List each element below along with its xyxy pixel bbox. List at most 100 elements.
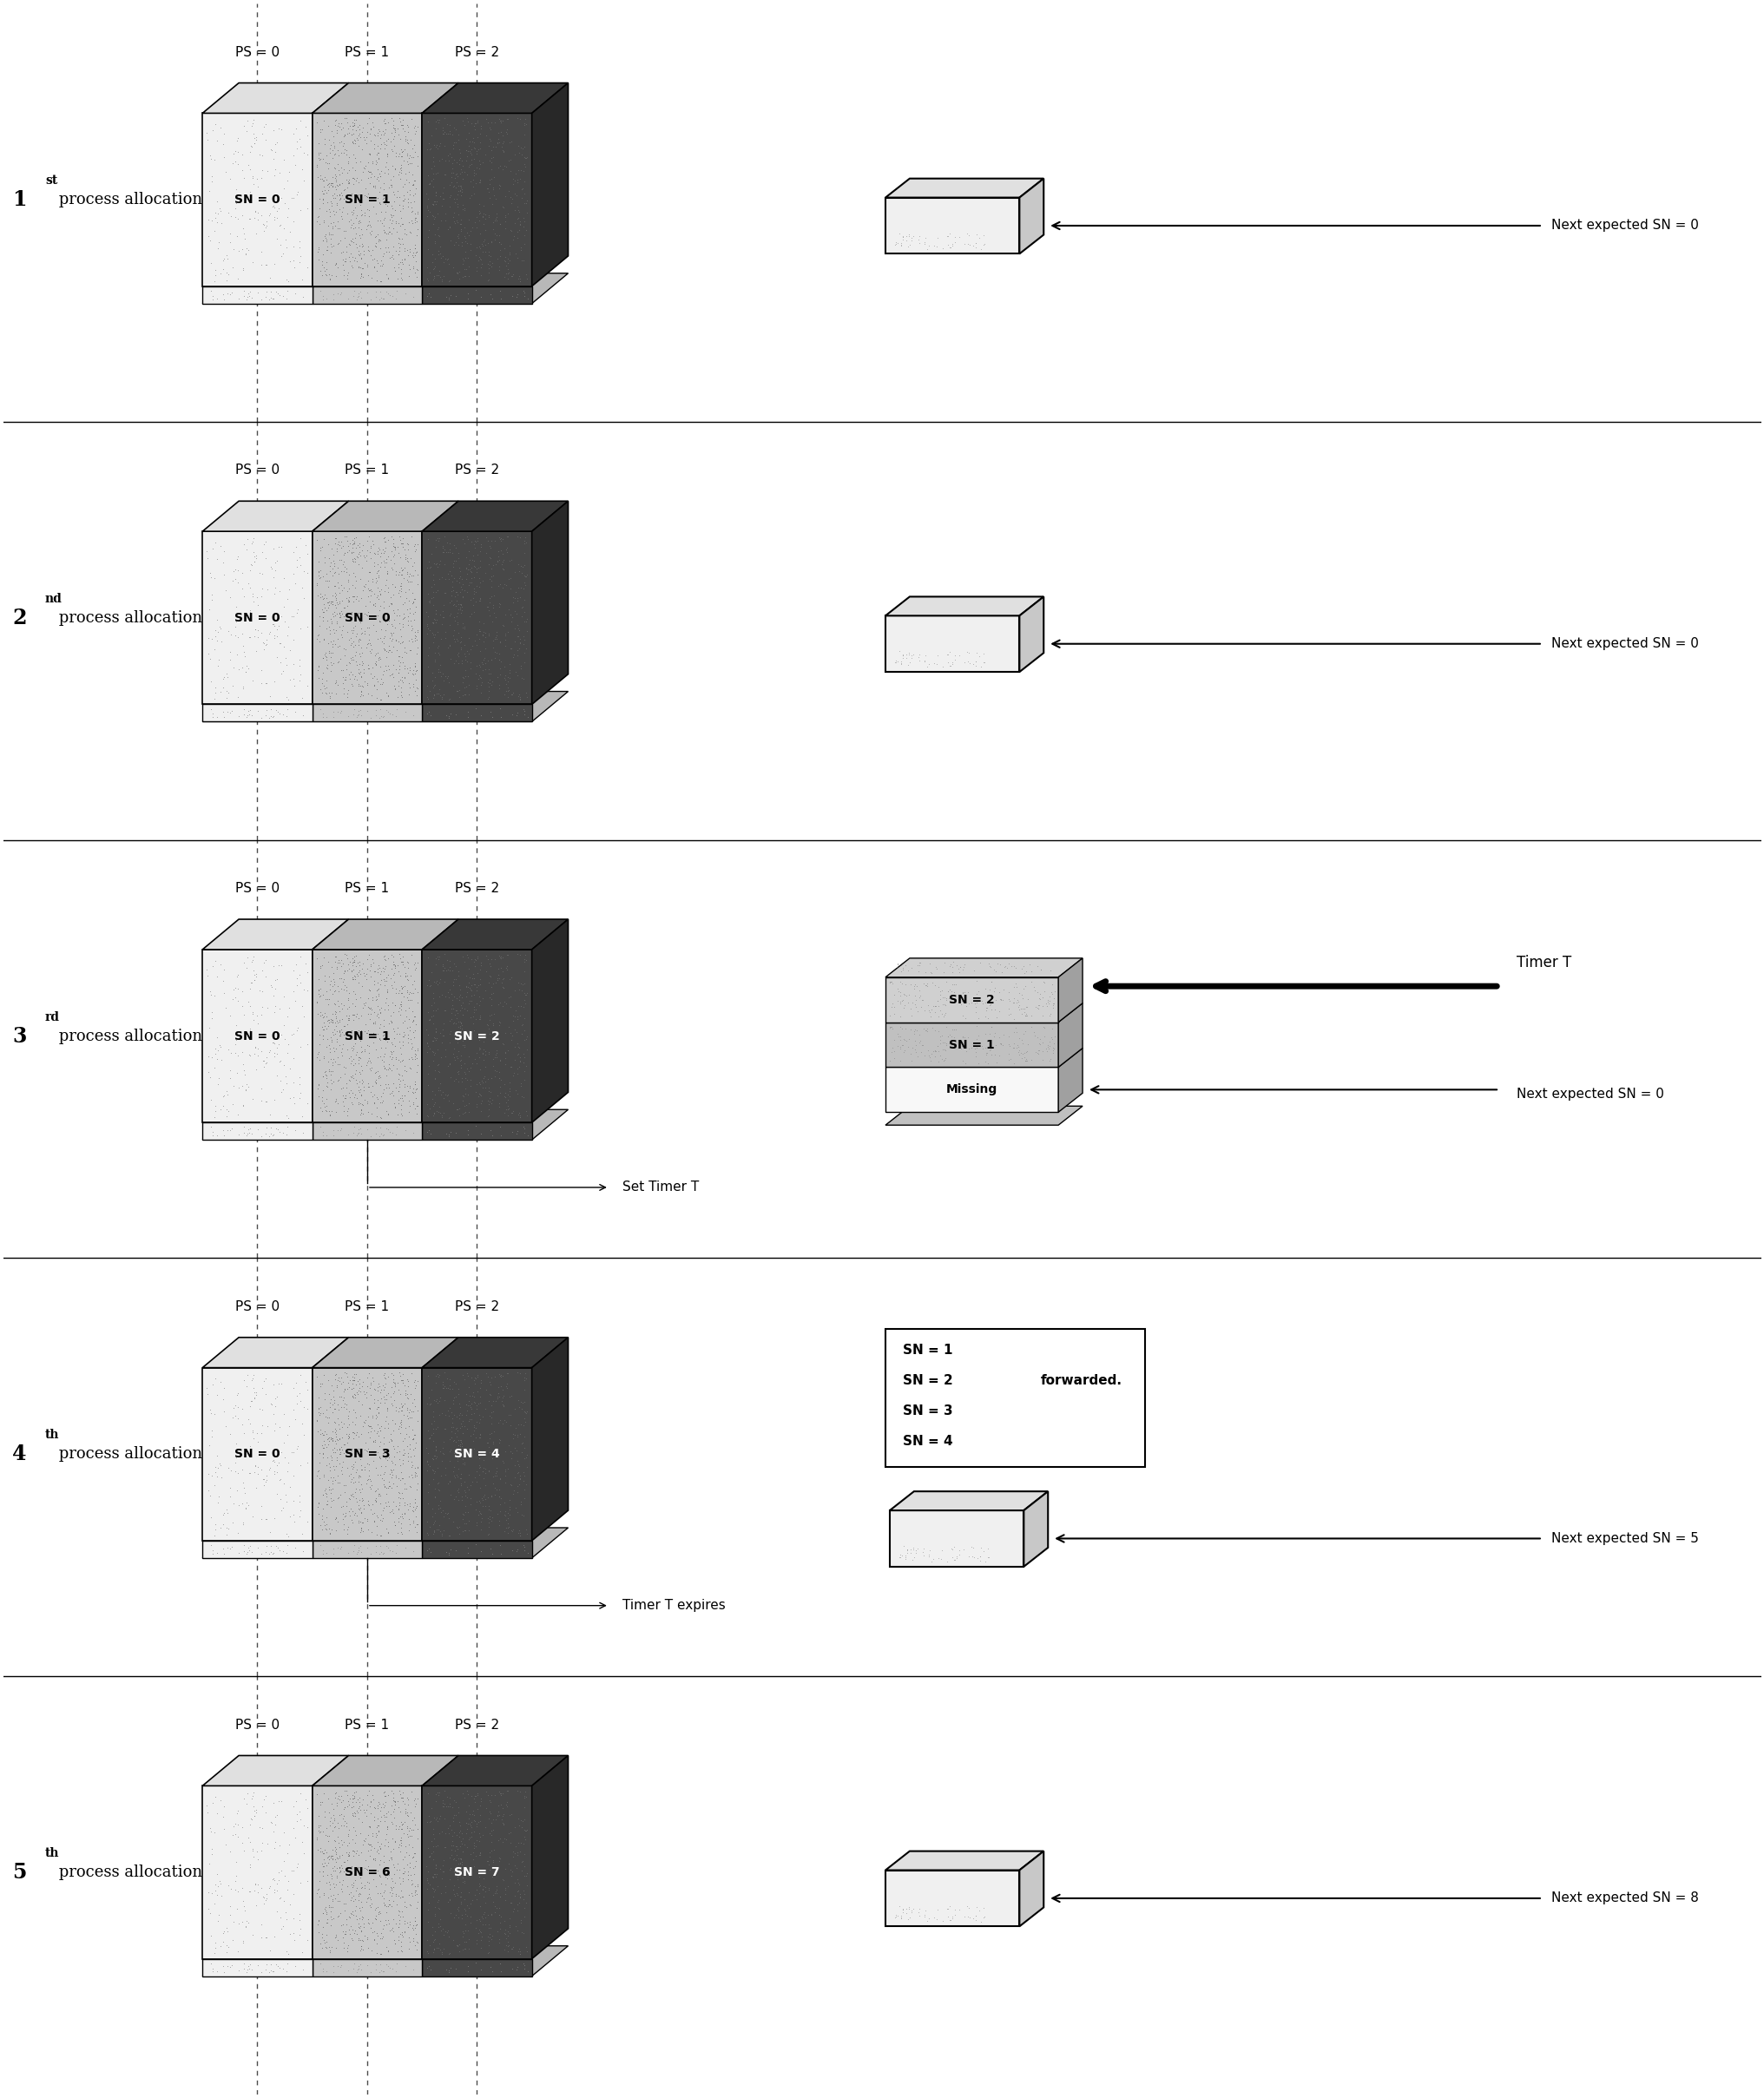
Point (460, 1397, 489, 1431)
Polygon shape (312, 501, 459, 531)
Point (256, 197, 284, 231)
Point (475, 673, 503, 707)
Point (467, 699, 496, 732)
Point (348, 1116, 376, 1150)
Point (894, 218, 923, 252)
Point (429, 1372, 457, 1406)
Point (342, 1836, 370, 1869)
Point (273, 619, 302, 652)
Point (383, 141, 411, 174)
Point (453, 134, 482, 168)
Point (466, 1825, 494, 1859)
Point (494, 256, 522, 290)
Point (455, 1855, 483, 1888)
Point (457, 143, 485, 176)
Point (506, 556, 534, 590)
Point (342, 1066, 370, 1099)
Point (309, 1897, 337, 1930)
Text: process allocation: process allocation (53, 191, 203, 208)
Point (337, 955, 365, 988)
Point (377, 1534, 406, 1567)
Point (363, 1836, 392, 1869)
Point (369, 1855, 397, 1888)
Point (436, 950, 464, 984)
Point (393, 1863, 422, 1897)
Point (242, 1794, 270, 1827)
Point (325, 183, 353, 216)
Point (339, 1364, 367, 1397)
Point (908, 967, 937, 1001)
Point (933, 1544, 961, 1578)
Point (452, 552, 480, 585)
Point (362, 648, 390, 682)
Point (256, 1452, 284, 1485)
Point (402, 652, 430, 686)
Point (370, 1798, 399, 1832)
Point (365, 1011, 393, 1045)
Point (231, 1492, 259, 1525)
Point (307, 1918, 335, 1951)
Point (256, 1387, 284, 1420)
Point (318, 1095, 346, 1129)
Point (437, 1395, 466, 1429)
Point (898, 1892, 926, 1926)
Point (302, 1821, 330, 1855)
Point (953, 216, 981, 250)
Point (335, 990, 363, 1024)
Point (348, 1506, 376, 1540)
Point (374, 277, 402, 311)
Point (439, 992, 467, 1026)
Point (393, 527, 422, 560)
Point (388, 1446, 416, 1479)
Point (240, 168, 268, 201)
Point (333, 1838, 362, 1871)
Point (314, 1513, 342, 1546)
Point (363, 224, 392, 258)
Point (330, 671, 358, 705)
Point (337, 1922, 365, 1955)
Point (425, 254, 453, 287)
Point (365, 115, 393, 149)
Point (224, 652, 252, 686)
Point (501, 613, 529, 646)
Point (233, 1357, 261, 1391)
Point (455, 1404, 483, 1437)
Point (492, 151, 520, 185)
Point (265, 1951, 293, 1985)
Point (325, 1798, 353, 1832)
Point (492, 1775, 520, 1808)
Point (293, 138, 321, 172)
Point (318, 1859, 346, 1892)
Point (362, 973, 390, 1007)
Point (460, 944, 489, 978)
Point (459, 1794, 487, 1827)
Point (199, 980, 228, 1013)
Point (240, 619, 268, 652)
Point (510, 1001, 538, 1034)
Point (423, 1884, 452, 1918)
Point (388, 1857, 416, 1890)
Point (367, 1460, 395, 1494)
Point (326, 1435, 355, 1469)
Point (467, 1078, 496, 1112)
Point (935, 231, 963, 264)
Point (441, 1368, 469, 1401)
Point (376, 1798, 404, 1832)
Point (393, 976, 422, 1009)
Point (362, 980, 390, 1013)
Point (968, 636, 997, 669)
Point (464, 1452, 492, 1485)
Point (310, 636, 339, 669)
Point (480, 1850, 508, 1884)
Point (450, 1055, 478, 1089)
Point (206, 676, 235, 709)
Point (261, 1800, 289, 1834)
Point (369, 1433, 397, 1467)
Point (247, 665, 275, 699)
Point (434, 699, 462, 732)
Point (201, 1089, 229, 1122)
Point (323, 1781, 351, 1815)
Point (970, 1544, 998, 1578)
Point (325, 1380, 353, 1414)
Point (349, 1374, 377, 1408)
